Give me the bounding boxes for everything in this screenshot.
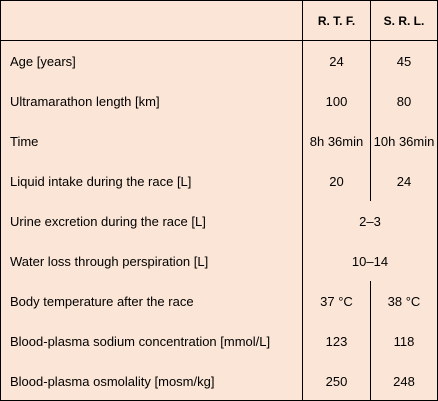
table-row: Age [years] 24 45 [1,41,437,81]
row-label: Urine excretion during the race [L] [10,213,206,229]
row-value-srl: 38 °C [387,293,421,309]
row-value-shared: 2–3 [359,213,381,229]
row-label: Liquid intake during the race [L] [10,173,192,189]
row-value-rtf: 8h 36min [309,133,364,149]
row-value-srl: 118 [393,333,415,349]
row-value-rtf: 20 [329,173,344,189]
row-value-srl: 248 [393,373,415,389]
column-divider-label [302,1,303,400]
row-value-rtf: 123 [325,333,348,349]
table-row: Liquid intake during the race [L] 20 24 [1,161,437,201]
column-divider-values-upper [370,1,371,201]
row-value-shared: 10–14 [351,253,389,269]
row-label: Blood-plasma osmolality [mosm/kg] [10,373,215,389]
table-row: Blood-plasma osmolality [mosm/kg] 250 24… [1,361,437,401]
row-value-rtf: 250 [325,373,348,389]
table-row: Ultramarathon length [km] 100 80 [1,81,437,121]
row-label: Time [10,133,39,149]
row-value-srl: 10h 36min [373,133,435,149]
row-value-rtf: 24 [329,53,344,69]
header-divider [1,40,437,41]
row-label: Water loss through perspiration [L] [10,253,209,269]
table-row: Blood-plasma sodium concentration [mmol/… [1,321,437,361]
row-label: Body temperature after the race [10,293,194,309]
row-value-srl: 80 [396,93,412,109]
table-row: Body temperature after the race 37 °C 38… [1,281,437,321]
header-column-srl: S. R. L. [383,14,425,28]
table-row: Urine excretion during the race [L] 2–3 [1,201,437,241]
row-value-rtf: 37 °C [320,293,353,309]
row-label: Ultramarathon length [km] [10,93,160,109]
row-label: Blood-plasma sodium concentration [mmol/… [10,333,271,349]
table-row: Water loss through perspiration [L] 10–1… [1,241,437,281]
row-label: Age [years] [10,53,76,69]
column-divider-values-lower [370,281,371,400]
table-row: Time 8h 36min 10h 36min [1,121,437,161]
table-header-row: R. T. F. S. R. L. [1,1,437,41]
header-column-rtf: R. T. F. [317,14,356,28]
row-value-srl: 45 [396,53,412,69]
header-label-cell [1,1,302,41]
row-value-rtf: 100 [325,93,348,109]
row-value-srl: 24 [396,173,412,189]
